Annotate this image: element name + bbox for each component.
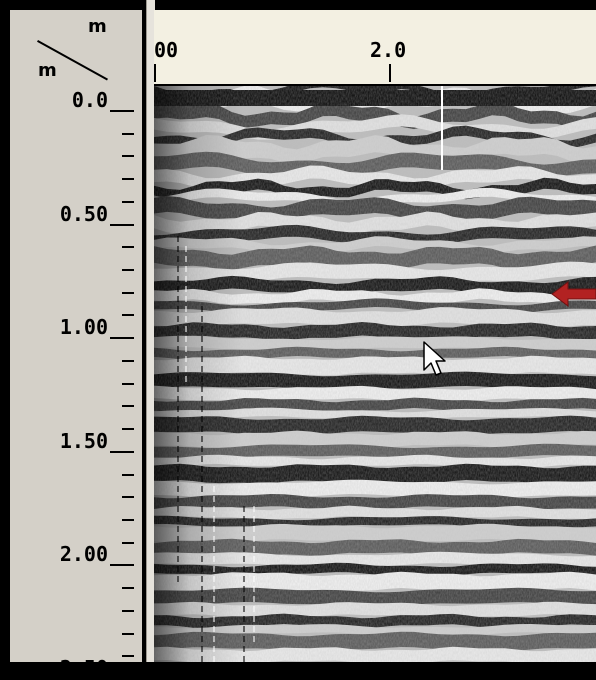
panel-splitter[interactable] bbox=[146, 0, 155, 662]
depth-tick-label: 2.50 bbox=[59, 656, 108, 680]
depth-tick-label: 1.50 bbox=[59, 428, 108, 453]
depth-axis-panel: m m 0.0 0.50 1.00 1.50 2.00 2.50 bbox=[10, 10, 142, 680]
depth-major-tick bbox=[110, 223, 134, 226]
depth-minor-tick bbox=[122, 314, 134, 317]
depth-major-tick bbox=[110, 450, 134, 453]
left-arrow-icon bbox=[551, 281, 596, 307]
distance-major-tick-2 bbox=[389, 64, 391, 82]
depth-minor-tick bbox=[122, 609, 134, 612]
radargram-canvas[interactable] bbox=[154, 86, 596, 662]
trace-streaks bbox=[177, 236, 255, 662]
depth-minor-tick bbox=[122, 405, 134, 408]
depth-minor-tick bbox=[122, 496, 134, 499]
distance-axis-panel: 00 2.0 bbox=[154, 10, 596, 86]
vertical-unit-label: m bbox=[38, 60, 57, 81]
depth-minor-tick bbox=[122, 291, 134, 294]
depth-minor-tick bbox=[122, 428, 134, 431]
depth-major-tick bbox=[110, 337, 134, 340]
depth-minor-tick bbox=[122, 359, 134, 362]
depth-tick-label: 0.50 bbox=[59, 201, 108, 226]
depth-major-tick bbox=[110, 110, 134, 112]
depth-minor-tick bbox=[122, 587, 134, 590]
depth-minor-tick bbox=[122, 269, 134, 272]
window-left-border bbox=[0, 0, 10, 662]
radargram-image[interactable] bbox=[154, 86, 596, 662]
depth-tick-label: 2.00 bbox=[59, 542, 108, 567]
depth-minor-tick bbox=[122, 382, 134, 385]
depth-minor-tick bbox=[122, 155, 134, 158]
mouse-pointer-icon bbox=[423, 341, 446, 376]
depth-minor-tick bbox=[122, 655, 134, 658]
depth-minor-tick bbox=[122, 473, 134, 476]
depth-minor-tick bbox=[122, 178, 134, 181]
distance-tick-label-2: 2.0 bbox=[370, 38, 407, 62]
depth-major-tick bbox=[110, 564, 134, 567]
depth-minor-tick bbox=[122, 541, 134, 544]
depth-minor-tick bbox=[122, 518, 134, 521]
edge-shading bbox=[154, 86, 596, 662]
depth-minor-tick bbox=[122, 132, 134, 135]
distance-major-tick-0 bbox=[154, 64, 156, 82]
panel-divider bbox=[142, 0, 146, 662]
depth-minor-tick bbox=[122, 632, 134, 635]
depth-minor-tick bbox=[122, 246, 134, 249]
distance-tick-label-0: 00 bbox=[154, 38, 179, 62]
depth-minor-tick bbox=[122, 200, 134, 203]
depth-tick-label: 1.00 bbox=[59, 315, 108, 340]
depth-tick-label: 0.0 bbox=[71, 88, 108, 112]
window-top-border bbox=[0, 0, 596, 10]
horizontal-unit-label: m bbox=[88, 16, 107, 37]
